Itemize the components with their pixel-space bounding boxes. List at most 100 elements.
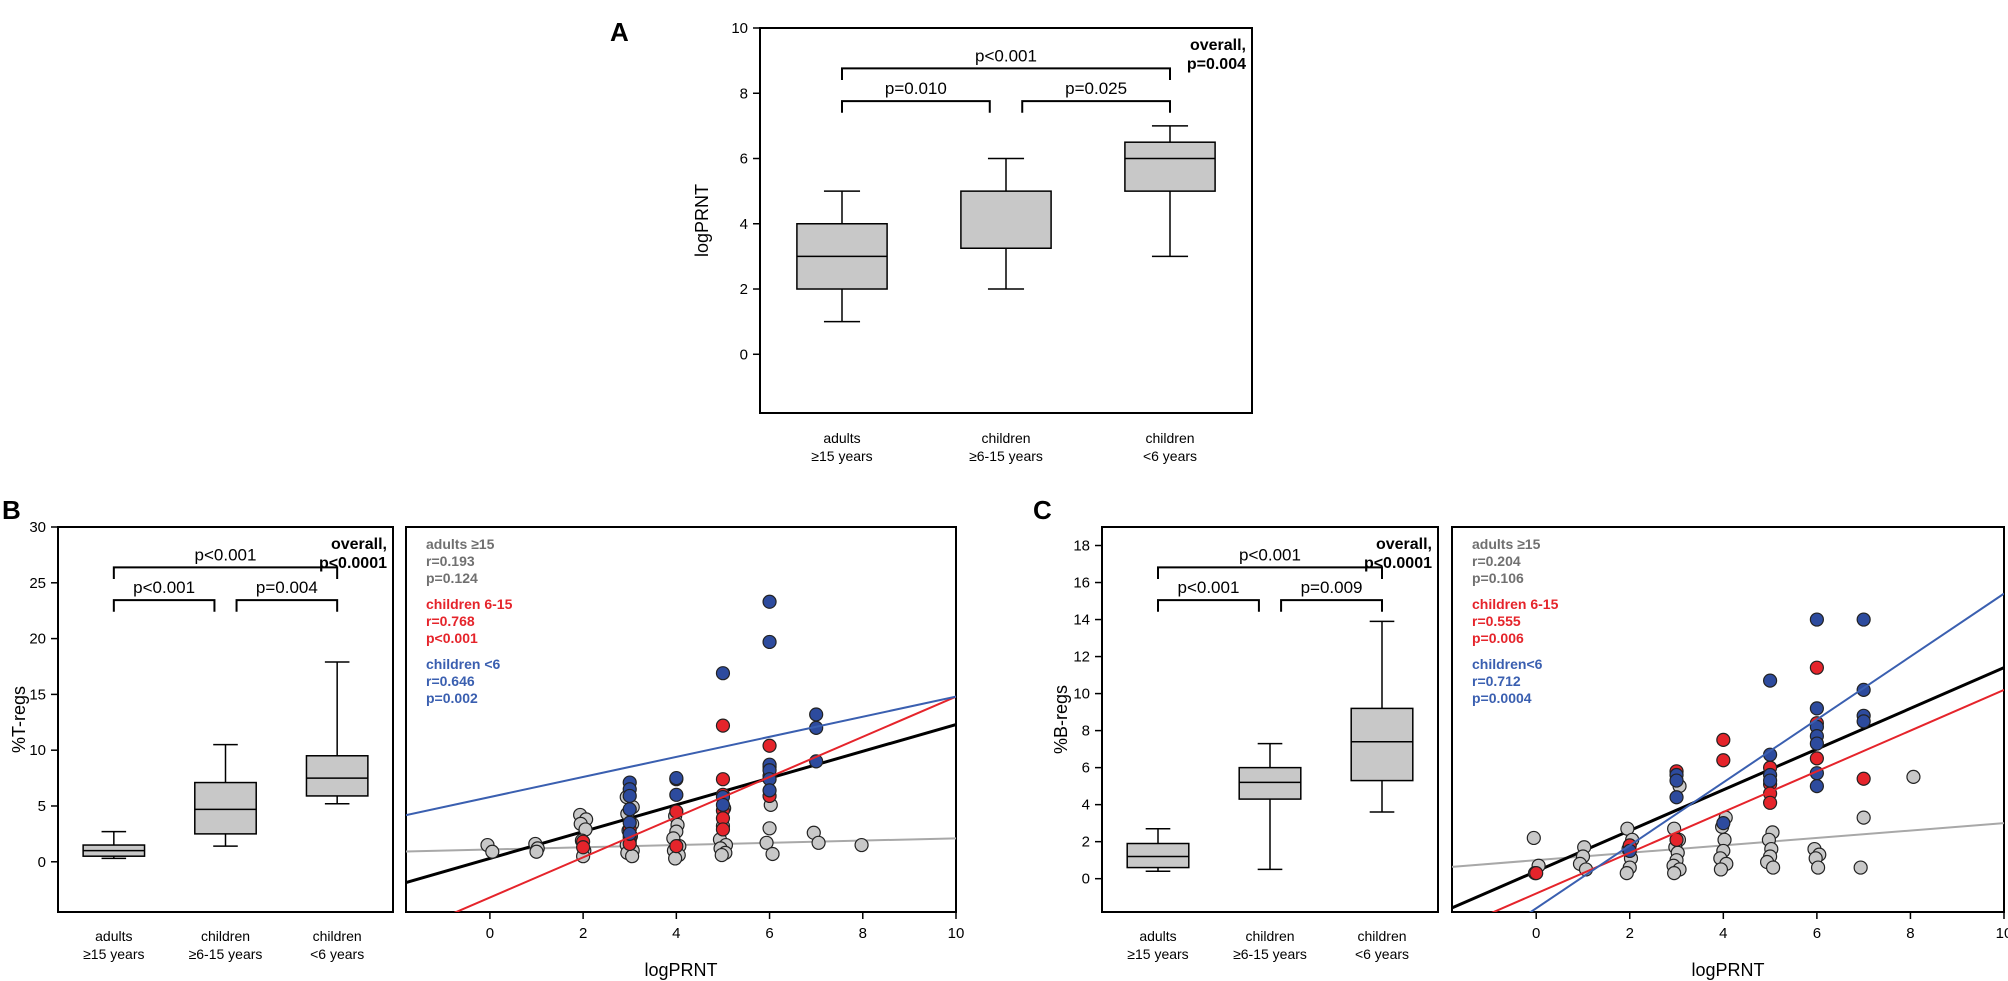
y-tick-label: 12 bbox=[1073, 649, 1090, 666]
x-tick-label: 2 bbox=[1626, 925, 1634, 942]
data-point bbox=[622, 788, 637, 804]
data-point bbox=[762, 594, 777, 609]
correlation-annotation: p=0.124 bbox=[426, 570, 478, 586]
correlation-annotation: children 6-15 bbox=[426, 596, 513, 612]
y-tick-label: 30 bbox=[29, 519, 46, 536]
data-point bbox=[1853, 860, 1868, 875]
category-label: children bbox=[201, 928, 250, 944]
category-label: ≥15 years bbox=[1127, 946, 1188, 962]
data-point bbox=[714, 847, 729, 863]
data-point bbox=[1856, 810, 1871, 825]
bracket-label: p=0.004 bbox=[256, 578, 318, 597]
series-2 bbox=[1622, 612, 1871, 859]
data-point bbox=[625, 849, 640, 864]
data-point bbox=[809, 707, 824, 722]
data-point bbox=[765, 846, 780, 862]
overall-stat: p<0.0001 bbox=[1364, 555, 1432, 572]
data-point bbox=[529, 844, 544, 859]
x-tick-label: 4 bbox=[672, 925, 680, 942]
y-tick-label: 18 bbox=[1073, 538, 1090, 555]
correlation-annotation: r=0.712 bbox=[1472, 673, 1521, 689]
correlation-annotation: children<6 bbox=[1472, 656, 1543, 672]
y-axis-label: %B-regs bbox=[1051, 685, 1071, 754]
series-0 bbox=[1526, 769, 1921, 881]
y-tick-label: 14 bbox=[1073, 612, 1090, 629]
overall-stat: p=0.004 bbox=[1187, 56, 1246, 73]
box-0 bbox=[82, 830, 146, 860]
y-tick-label: 5 bbox=[38, 798, 46, 815]
category-label: <6 years bbox=[1355, 946, 1409, 962]
data-point bbox=[762, 821, 777, 836]
data-point bbox=[762, 634, 777, 650]
overall-stat: p<0.0001 bbox=[319, 555, 387, 572]
category-label: ≥6-15 years bbox=[969, 448, 1043, 464]
panel-label: C bbox=[1033, 495, 1052, 525]
y-tick-label: 2 bbox=[1082, 834, 1090, 851]
fit-line bbox=[1491, 688, 2004, 912]
y-tick-label: 4 bbox=[1082, 797, 1090, 814]
overall-stat: overall, bbox=[1190, 37, 1246, 54]
y-tick-label: 10 bbox=[1073, 686, 1090, 703]
bracket-label: p<0.001 bbox=[1177, 578, 1239, 597]
panel-label: A bbox=[610, 17, 629, 47]
y-tick-label: 2 bbox=[740, 281, 748, 298]
y-tick-label: 10 bbox=[29, 742, 46, 759]
category-label: children bbox=[981, 430, 1030, 446]
category-label: ≥15 years bbox=[811, 448, 872, 464]
data-point bbox=[715, 666, 731, 681]
data-point bbox=[485, 844, 500, 859]
correlation-annotation: p=0.006 bbox=[1472, 630, 1524, 646]
correlation-annotation: p=0.106 bbox=[1472, 570, 1524, 586]
bracket-line bbox=[841, 100, 991, 113]
data-point bbox=[1667, 866, 1682, 881]
x-tick-label: 0 bbox=[486, 925, 494, 942]
box-1 bbox=[960, 157, 1052, 290]
x-tick-label: 10 bbox=[948, 925, 965, 942]
panel-c: C 0 2 4 6 8 10 12 14 16 18 %B-regs adults ≥15 years ch… bbox=[1033, 495, 1439, 962]
data-point bbox=[1809, 612, 1824, 627]
data-point bbox=[669, 787, 684, 802]
bracket-line bbox=[1021, 100, 1171, 113]
data-point bbox=[1809, 701, 1824, 716]
x-tick-label: 6 bbox=[765, 925, 773, 942]
panel-b: B 0 5 10 15 20 25 30 %T-regs adults ≥15 years child… bbox=[2, 495, 394, 962]
bracket-label: p=0.025 bbox=[1065, 79, 1127, 98]
data-point bbox=[1763, 795, 1778, 810]
data-point bbox=[1809, 751, 1824, 766]
y-tick-label: 20 bbox=[29, 631, 46, 648]
panel-a: A 0 2 4 6 8 10 logPRNT adults ≥15 years children ≥6… bbox=[610, 17, 1253, 464]
data-point bbox=[1856, 612, 1871, 627]
data-point bbox=[1619, 866, 1634, 881]
bracket-line bbox=[1157, 566, 1383, 579]
data-point bbox=[715, 797, 731, 812]
significance-bracket: p=0.004 bbox=[235, 578, 339, 612]
y-axis-label: logPRNT bbox=[692, 184, 712, 257]
y-axis-label: %T-regs bbox=[9, 686, 29, 753]
y-tick-label: 25 bbox=[29, 575, 46, 592]
series-0 bbox=[480, 789, 869, 866]
x-tick-label: 0 bbox=[1532, 925, 1540, 942]
category-label: adults bbox=[823, 430, 860, 446]
category-label: adults bbox=[95, 928, 132, 944]
box-0 bbox=[1126, 827, 1190, 873]
bracket-label: p<0.001 bbox=[975, 46, 1037, 65]
category-label: children bbox=[1145, 430, 1194, 446]
correlation-annotation: p=0.002 bbox=[426, 690, 478, 706]
x-tick-label: 2 bbox=[579, 925, 587, 942]
bracket-label: p=0.009 bbox=[1301, 578, 1363, 597]
plot-frame bbox=[1101, 526, 1439, 913]
plot-frame bbox=[57, 526, 394, 913]
y-tick-label: 0 bbox=[38, 854, 46, 871]
data-point bbox=[1529, 866, 1544, 881]
data-point bbox=[854, 837, 869, 853]
box-iqr bbox=[1126, 842, 1190, 869]
data-point bbox=[1809, 779, 1824, 794]
category-label: <6 years bbox=[310, 946, 364, 962]
category-label: children bbox=[1357, 928, 1406, 944]
box-iqr bbox=[305, 755, 369, 797]
data-point bbox=[1716, 816, 1731, 831]
data-point bbox=[668, 851, 683, 866]
